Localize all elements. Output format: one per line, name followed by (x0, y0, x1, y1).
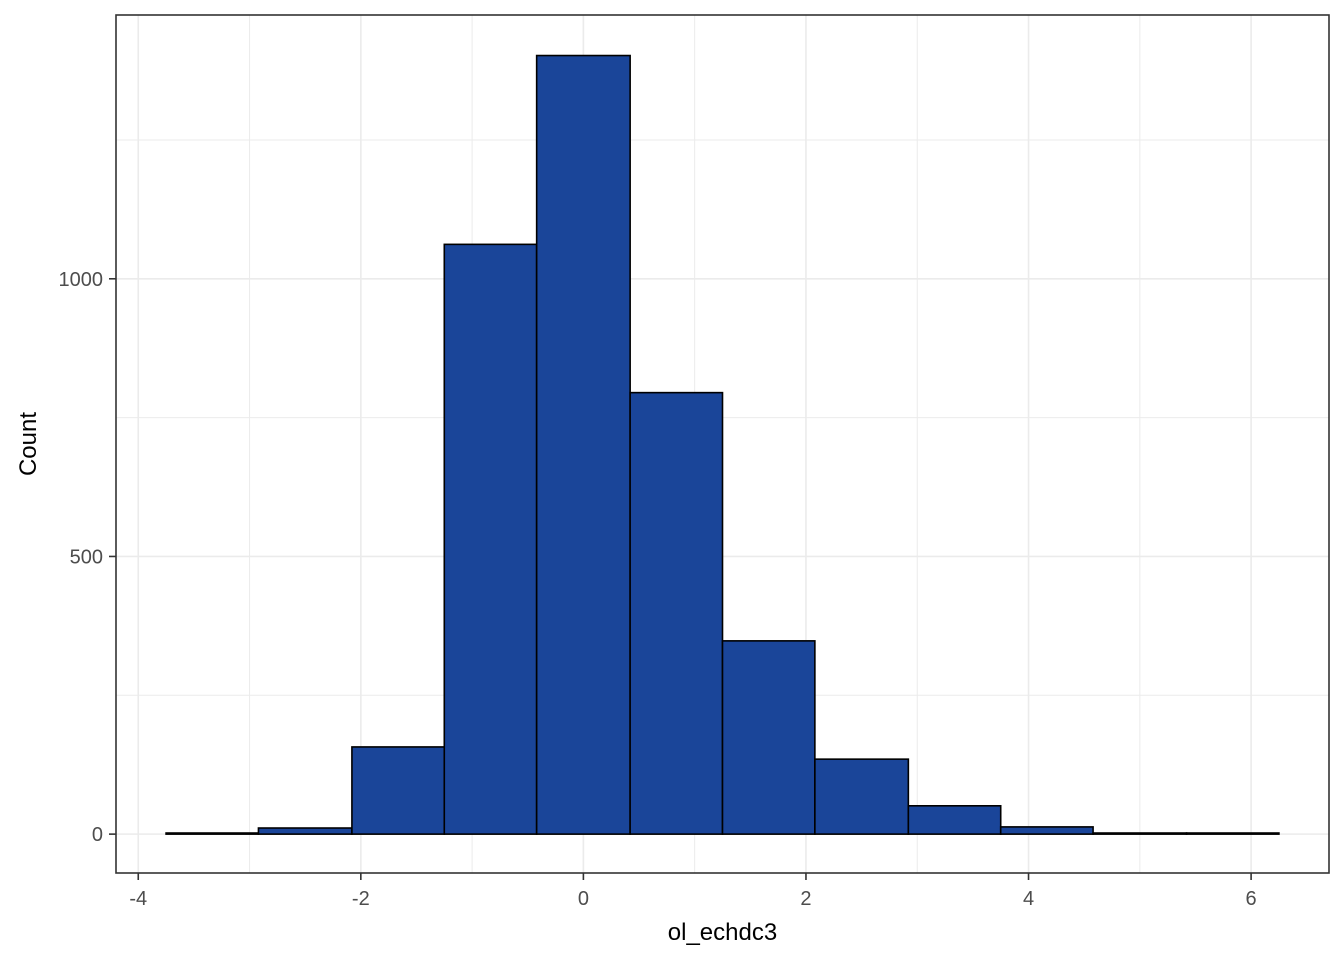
x-tick-label: 4 (1023, 888, 1034, 910)
histogram-bar (257, 827, 353, 835)
histogram-bar (535, 54, 631, 835)
x-tick-label: 6 (1246, 888, 1257, 910)
histogram-bar (1092, 832, 1188, 835)
y-tick-label: 500 (70, 546, 103, 568)
x-tick-label: 0 (578, 888, 589, 910)
x-tick-label: 2 (800, 888, 811, 910)
x-tick-label: -2 (352, 888, 370, 910)
histogram-bar (999, 826, 1094, 835)
y-axis-title: Count (15, 412, 42, 476)
x-tick-label: -4 (129, 888, 147, 910)
y-tick-label: 1000 (59, 269, 104, 291)
histogram-bar (1185, 832, 1280, 835)
y-axis: 0 500 1000 (59, 269, 116, 846)
histogram-bar (443, 243, 538, 835)
histogram-bar (907, 805, 1002, 835)
x-axis: -4 -2 0 2 4 6 (129, 873, 1257, 910)
x-axis-title: ol_echdc3 (668, 919, 777, 946)
histogram-bars (165, 54, 1280, 835)
histogram-bar (721, 640, 816, 835)
histogram-bar (814, 758, 910, 835)
y-tick-label: 0 (92, 824, 103, 846)
histogram-bar (165, 832, 260, 835)
histogram-bar (629, 391, 724, 835)
histogram-bar (351, 746, 446, 835)
panel-border (115, 14, 1330, 874)
